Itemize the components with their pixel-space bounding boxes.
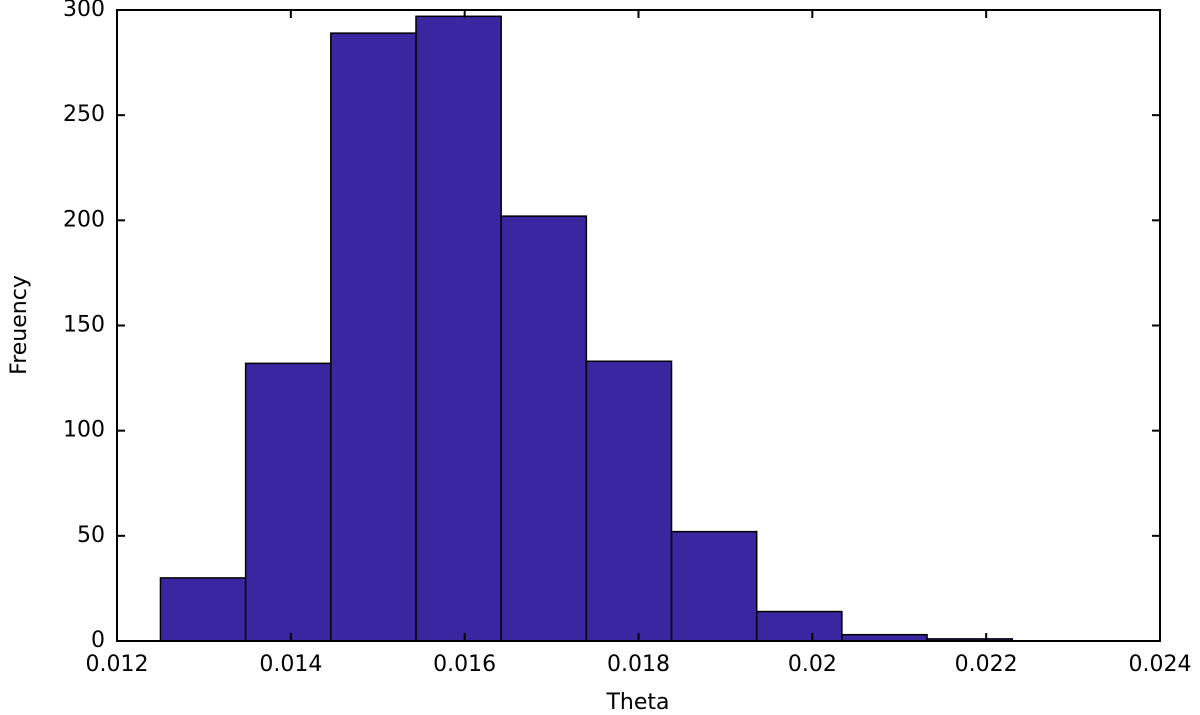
x-tick-label: 0.012 [86, 652, 149, 677]
x-tick-label: 0.018 [607, 652, 670, 677]
bar [500, 215, 588, 642]
bar [244, 362, 332, 642]
bar [670, 530, 758, 642]
y-tick-label: 300 [63, 0, 105, 22]
x-tick-label: 0.014 [259, 652, 322, 677]
x-tick-label: 0.022 [955, 652, 1018, 677]
y-tick-label: 150 [63, 313, 105, 338]
bar [585, 360, 673, 642]
bar [159, 577, 247, 642]
x-tick-label: 0.016 [433, 652, 496, 677]
y-tick-label: 100 [63, 418, 105, 443]
y-tick-label: 0 [91, 628, 105, 653]
y-tick-label: 50 [77, 523, 105, 548]
x-axis-label: Theta [605, 690, 669, 715]
y-axis-label: Freuency [7, 275, 32, 375]
x-tick-label: 0.024 [1129, 652, 1192, 677]
x-tick-label: 0.02 [788, 652, 837, 677]
y-tick-label: 200 [63, 207, 105, 232]
bar [330, 32, 417, 642]
bar [755, 610, 843, 642]
y-tick-label: 250 [63, 102, 105, 127]
bar [415, 15, 502, 642]
